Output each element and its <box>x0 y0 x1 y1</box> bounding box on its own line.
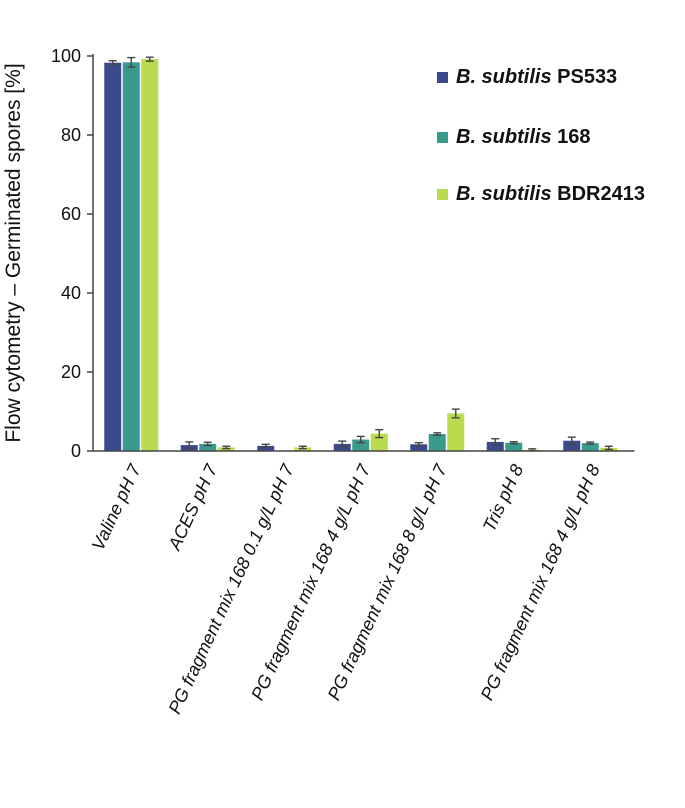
error-bar <box>261 443 270 449</box>
error-bar <box>108 60 117 66</box>
legend-label: B. subtilis 168 <box>456 126 591 148</box>
bars <box>104 56 618 452</box>
legend-label: B. subtilis BDR2413 <box>456 183 645 205</box>
error-bar <box>567 436 576 445</box>
legend: B. subtilis PS533 B. subtilis 168 B. subti… <box>437 66 645 205</box>
bar-168-4 <box>428 434 446 451</box>
bar-ps533-0 <box>104 62 122 452</box>
legend-item-168: B. subtilis 168 <box>437 126 591 148</box>
legend-swatch <box>437 132 448 143</box>
x-tick-label: Valine pH 7 <box>88 460 146 553</box>
bar-ps533-5 <box>486 441 504 451</box>
bar-168-0 <box>122 62 140 451</box>
error-bar <box>222 445 231 450</box>
bar-ps533-6 <box>563 440 581 451</box>
legend-item-ps533: B. subtilis PS533 <box>437 66 617 88</box>
bar-ps533-2 <box>257 445 275 451</box>
bar-bdr2413-3 <box>370 433 388 451</box>
bar-bdr2413-4 <box>447 413 465 451</box>
bar-bdr2413-0 <box>141 59 159 451</box>
bar-168-1 <box>199 443 217 451</box>
y-tick-label: 0 <box>71 441 81 461</box>
error-bar <box>491 438 500 446</box>
x-tick-label: ACES pH 7 <box>164 460 222 554</box>
y-tick-label: 40 <box>61 283 81 303</box>
error-bar <box>604 445 613 451</box>
error-bar <box>414 442 423 447</box>
y-axis-title: Flow cytometry – Germinated spores [%] <box>2 63 25 442</box>
y-tick-label: 60 <box>61 204 81 224</box>
bar-ps533-3 <box>333 443 351 451</box>
error-bar <box>451 408 460 419</box>
legend-swatch <box>437 189 448 200</box>
bar-168-3 <box>352 439 370 451</box>
bar-ps533-4 <box>410 444 428 451</box>
error-bar <box>509 441 518 445</box>
error-bar <box>338 440 347 448</box>
error-bar <box>586 441 595 445</box>
error-bar <box>127 56 136 68</box>
error-bar <box>145 56 154 62</box>
error-bar <box>203 441 212 447</box>
x-tick-label: Tris pH 8 <box>479 461 527 534</box>
y-tick-label: 20 <box>61 362 81 382</box>
x-axis: Valine pH 7 ACES pH 7PG fragment mix 168 … <box>88 450 635 717</box>
legend-label: B. subtilis PS533 <box>456 66 617 88</box>
y-axis: 0 20 40 60 80 100 <box>51 46 94 461</box>
error-bar <box>375 428 384 439</box>
x-tick-label: PG fragment mix 168 0.1 g/L pH 7 <box>164 460 298 717</box>
bar-168-6 <box>581 443 599 451</box>
y-tick-label: 80 <box>61 125 81 145</box>
bar-168-5 <box>505 442 523 451</box>
y-tick-label: 100 <box>51 46 81 66</box>
legend-swatch <box>437 72 448 83</box>
legend-item-bdr2413: B. subtilis BDR2413 <box>437 183 645 205</box>
error-bar <box>356 435 365 444</box>
error-bar <box>433 432 442 436</box>
error-bar <box>185 441 194 449</box>
error-bar <box>298 445 307 450</box>
